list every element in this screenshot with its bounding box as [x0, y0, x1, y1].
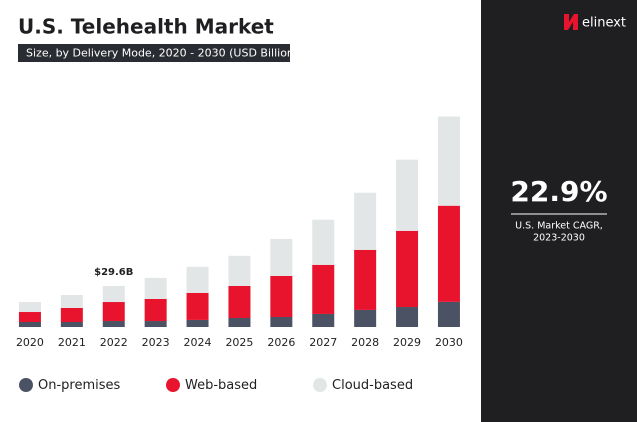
x-tick-label: 2025 — [225, 336, 253, 349]
x-tick-label: 2021 — [58, 336, 86, 349]
bar-segment — [228, 255, 251, 286]
bar-segment — [312, 313, 335, 327]
bar-segment — [354, 309, 377, 327]
bar-segment — [437, 116, 460, 206]
legend-swatch — [313, 378, 327, 392]
x-tick-label: 2029 — [393, 336, 421, 349]
bar-segment — [312, 264, 335, 314]
subtitle-box — [18, 44, 290, 62]
legend-swatch — [19, 378, 33, 392]
x-tick-label: 2026 — [267, 336, 295, 349]
bar-segment — [18, 302, 41, 313]
sidebar — [481, 0, 637, 422]
bar-segment — [60, 307, 83, 323]
legend-label: Cloud-based — [332, 378, 413, 393]
bar-segment — [60, 322, 83, 327]
bar-segment — [144, 321, 167, 327]
bar-segment — [270, 238, 293, 276]
x-tick-label: 2028 — [351, 336, 379, 349]
chart-subtitle: Size, by Delivery Mode, 2020 - 2030 (USD… — [26, 47, 298, 60]
cagr-label: 2023-2030 — [533, 233, 585, 244]
x-tick-label: 2030 — [435, 336, 463, 349]
bar-segment — [437, 301, 460, 327]
bar-segment — [102, 302, 125, 322]
bar-segment — [354, 192, 377, 250]
x-tick-label: 2023 — [142, 336, 170, 349]
bar-segment — [270, 317, 293, 327]
bar-segment — [18, 322, 41, 327]
bar-segment — [437, 205, 460, 302]
legend-label: Web-based — [185, 378, 257, 393]
legend-swatch — [166, 378, 180, 392]
bar-segment — [396, 230, 419, 308]
x-tick-label: 2020 — [16, 336, 44, 349]
bar-segment — [144, 277, 167, 299]
bar-segment — [186, 266, 209, 293]
legend-label: On-premises — [38, 378, 121, 393]
bar-segment — [186, 292, 209, 320]
bar-segment — [186, 319, 209, 327]
bar-segment — [18, 312, 41, 323]
brand-name: elinext — [582, 16, 626, 31]
total-label: $29.6B — [94, 267, 133, 278]
bar-segment — [144, 298, 167, 322]
bar-segment — [60, 294, 83, 308]
cagr-label: U.S. Market CAGR, — [515, 221, 603, 232]
bar-segment — [228, 317, 251, 327]
brand-icon — [564, 14, 578, 30]
chart-title: U.S. Telehealth Market — [18, 15, 274, 39]
bar-segment — [312, 219, 335, 265]
cagr-value: 22.9% — [510, 175, 607, 208]
bar-segment — [270, 275, 293, 318]
x-tick-label: 2027 — [309, 336, 337, 349]
bar-segment — [396, 307, 419, 327]
x-tick-label: 2022 — [100, 336, 128, 349]
bar-segment — [102, 321, 125, 327]
bar-segment — [396, 159, 419, 231]
bar-segment — [228, 285, 251, 318]
bar-segment — [354, 249, 377, 310]
bar-segment — [102, 285, 125, 303]
x-tick-label: 2024 — [184, 336, 212, 349]
